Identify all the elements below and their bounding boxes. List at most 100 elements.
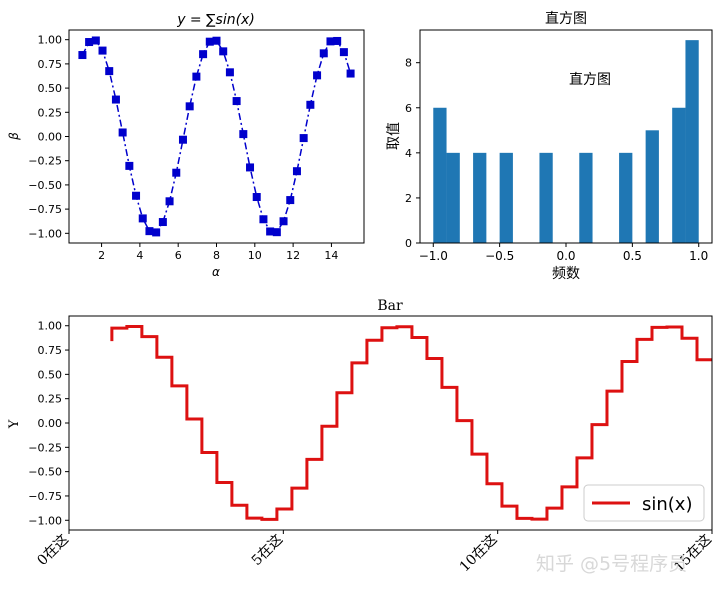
sine-scatter-point (272, 228, 281, 237)
y-tick-label: 0.50 (38, 82, 63, 95)
sine-scatter-point (299, 134, 308, 143)
y-tick-label: 0.25 (38, 393, 63, 406)
sine-scatter-point (346, 69, 355, 78)
sine-scatter-title: y = ∑sin(x) (176, 12, 255, 28)
sine-scatter-point (212, 36, 221, 45)
x-tick-label: 5在这 (248, 531, 286, 569)
x-tick-label: −0.5 (485, 249, 514, 263)
x-tick-label: 12 (286, 249, 300, 262)
histogram-bar (473, 152, 487, 243)
sine-scatter-point (118, 128, 127, 137)
x-tick-label: 0在这 (34, 531, 72, 569)
x-tick-label: 6 (175, 249, 182, 262)
y-tick-label: 2 (405, 192, 412, 205)
sine-scatter-xlabel: α (212, 265, 220, 279)
x-tick-label: 0.0 (556, 249, 575, 263)
histogram-bar (446, 152, 460, 243)
sine-scatter-point (125, 161, 134, 170)
sine-step-y-ticks: −1.00 −0.75 −0.50 −0.25 0.00 0.25 0.50 0.75 1.00 (28, 320, 69, 527)
histogram-x-ticks: −1.0 −0.5 0.0 0.5 1.0 (419, 243, 708, 263)
y-tick-label: 4 (405, 147, 412, 160)
sine-scatter-panel: y = ∑sin(x) 2 4 6 8 10 12 14 −1.00 −0.75 −0.50 −0… (7, 12, 365, 279)
sine-scatter-point (259, 215, 268, 224)
y-tick-label: 6 (405, 102, 412, 115)
y-tick-label: −1.00 (28, 227, 62, 240)
y-tick-label: 0 (405, 237, 412, 250)
sine-step-ylabel: Y (7, 419, 22, 429)
x-tick-label: −1.0 (419, 249, 448, 263)
histogram-panel: 直方图 直方图 −1.0 −0.5 0.0 0.5 1.0 0 2 4 6 8 频数 取值 (386, 10, 713, 282)
sine-scatter-point (158, 218, 167, 227)
x-tick-label: 0.5 (623, 249, 642, 263)
histogram-bar (672, 107, 686, 243)
x-tick-label: 2 (98, 249, 105, 262)
histogram-bar (433, 107, 447, 243)
sine-scatter-point (286, 196, 295, 205)
sine-scatter-point (145, 227, 154, 236)
x-tick-label: 8 (213, 249, 220, 262)
watermark-text: 知乎 @5号程序员 (536, 553, 687, 575)
sine-scatter-point (205, 37, 214, 46)
y-tick-label: −0.50 (28, 179, 62, 192)
sine-scatter-point (192, 72, 201, 81)
histogram-title: 直方图 (545, 10, 587, 27)
y-tick-label: 0.00 (38, 131, 63, 144)
sine-scatter-point (185, 102, 194, 111)
sine-scatter-point (279, 217, 288, 226)
sine-scatter-point (152, 228, 161, 237)
y-tick-label: 0.50 (38, 368, 63, 381)
sine-scatter-point (306, 100, 315, 109)
histogram-plot-area (433, 40, 699, 244)
sine-scatter-point (172, 168, 181, 177)
sine-scatter-point (138, 214, 147, 223)
histogram-y-ticks: 0 2 4 6 8 (405, 57, 420, 250)
y-tick-label: −0.50 (28, 466, 62, 479)
y-tick-label: 1.00 (38, 320, 63, 333)
y-tick-label: −0.25 (28, 155, 62, 168)
sine-scatter-plot-area (78, 36, 355, 237)
histogram-bar (579, 152, 593, 243)
y-tick-label: 0.25 (38, 106, 63, 119)
sine-scatter-point (85, 38, 94, 47)
sine-scatter-point (292, 167, 301, 176)
x-tick-label: 10在这 (456, 531, 500, 575)
histogram-bar (499, 152, 513, 243)
sine-scatter-point (199, 50, 208, 59)
sine-scatter-point (219, 47, 228, 56)
sine-scatter-point (91, 36, 100, 45)
sine-scatter-point (252, 193, 261, 202)
sine-scatter-point (232, 97, 241, 106)
sine-scatter-point (178, 135, 187, 144)
sine-scatter-point (225, 68, 234, 77)
sine-scatter-frame (68, 29, 365, 244)
y-tick-label: 0.00 (38, 417, 63, 430)
sine-scatter-point (319, 49, 328, 58)
sine-scatter-point (326, 37, 335, 46)
sine-step-legend: sin(x) (583, 484, 705, 522)
sine-scatter-point (78, 51, 87, 60)
sine-scatter-ylabel: β (7, 132, 21, 141)
sine-step-title: Bar (377, 298, 403, 314)
histogram-xlabel: 频数 (552, 266, 580, 282)
y-tick-label: −0.75 (28, 203, 62, 216)
x-tick-label: 1.0 (689, 249, 708, 263)
sine-scatter-point (98, 46, 107, 55)
sine-scatter-point (266, 227, 275, 236)
x-tick-label: 4 (136, 249, 143, 262)
sine-step-line (110, 325, 712, 521)
y-tick-label: 1.00 (38, 34, 63, 47)
y-tick-label: −0.75 (28, 490, 62, 503)
sine-scatter-x-ticks: 2 4 6 8 10 12 14 (98, 243, 338, 262)
sine-scatter-point (165, 197, 174, 206)
histogram-frame (419, 29, 713, 244)
y-tick-label: −1.00 (28, 514, 62, 527)
sine-scatter-y-ticks: −1.00 −0.75 −0.50 −0.25 0.00 0.25 0.50 0.75 1.00 (28, 34, 69, 240)
sine-scatter-point (333, 36, 342, 45)
histogram-bar (645, 130, 659, 243)
y-tick-label: 8 (405, 57, 412, 70)
sine-step-plot-area (110, 325, 712, 521)
histogram-annotation: 直方图 (569, 71, 611, 88)
x-tick-label: 10 (248, 249, 262, 262)
sine-scatter-point (111, 95, 120, 104)
